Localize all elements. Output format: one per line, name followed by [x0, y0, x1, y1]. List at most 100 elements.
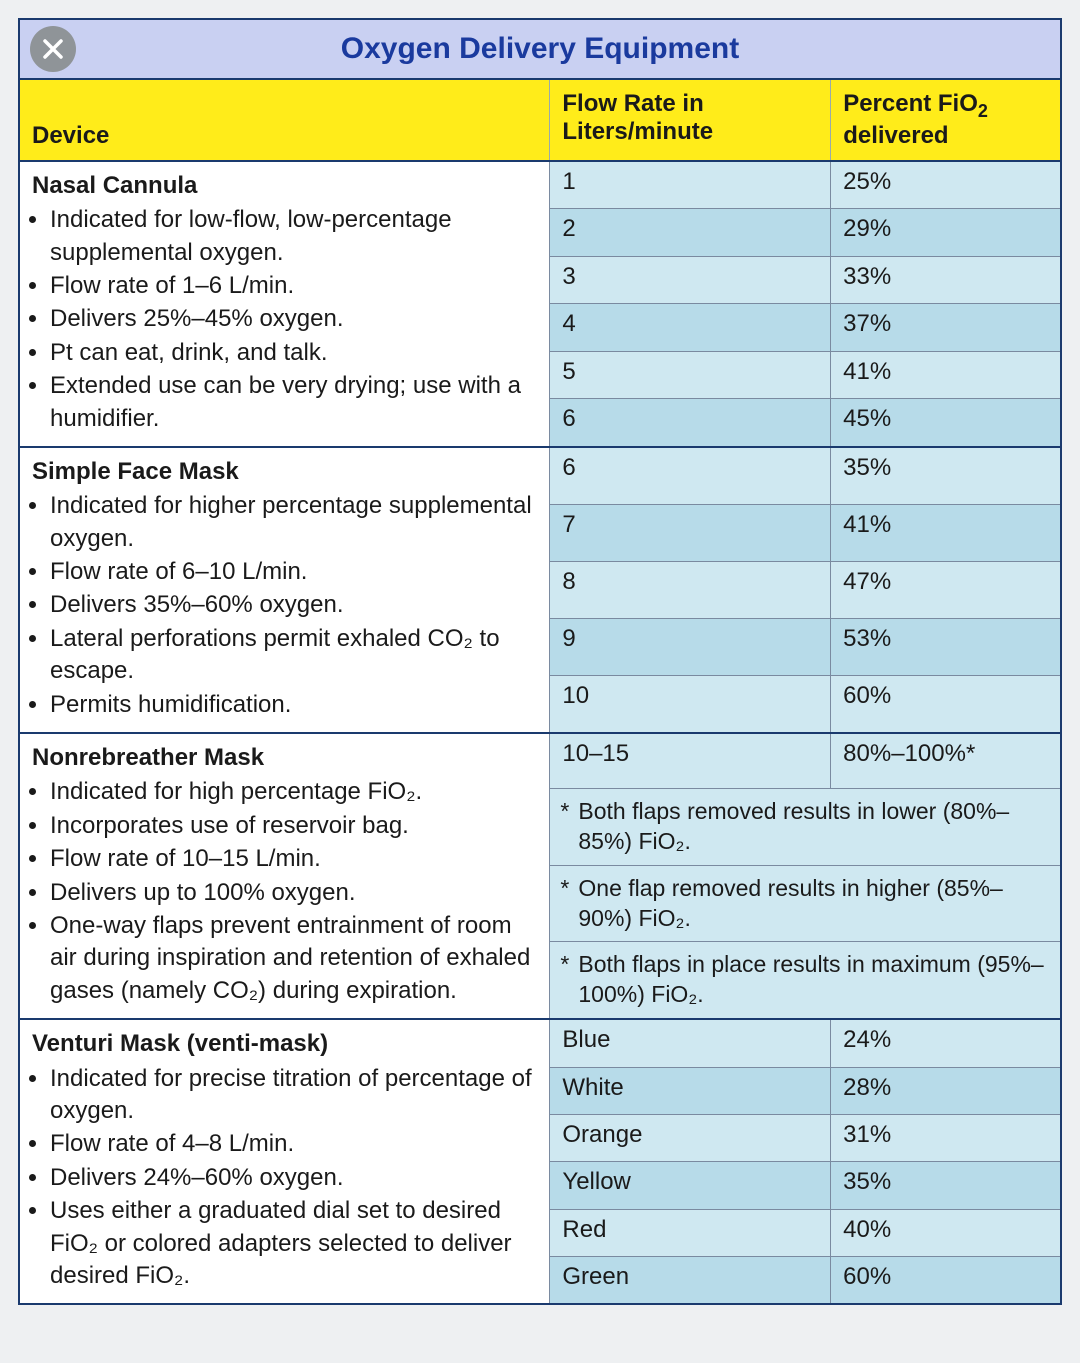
- flow-value: 9: [550, 619, 831, 675]
- flow-value: 8: [550, 562, 831, 618]
- footnote: Both flaps removed results in lower (80%…: [550, 789, 1060, 866]
- fio2-value: 41%: [831, 352, 1060, 399]
- fio2-value: 60%: [831, 676, 1060, 732]
- device-bullets: Indicated for high percentage FiO₂.Incor…: [32, 776, 537, 1007]
- device-bullet: Uses either a graduated dial set to desi…: [50, 1195, 537, 1292]
- table-row: 635%: [550, 448, 1060, 505]
- page-title: Oxygen Delivery Equipment: [341, 32, 739, 65]
- device-section: Nasal CannulaIndicated for low-flow, low…: [20, 162, 1060, 448]
- table-row: 125%: [550, 162, 1060, 210]
- footnote: Both flaps in place results in maximum (…: [550, 942, 1060, 1018]
- table-row: Red40%: [550, 1210, 1060, 1257]
- table-row: Blue24%: [550, 1020, 1060, 1067]
- table-row: Yellow35%: [550, 1162, 1060, 1209]
- device-section: Nonrebreather MaskIndicated for high per…: [20, 734, 1060, 1020]
- fio2-value: 53%: [831, 619, 1060, 675]
- flow-value: 10–15: [550, 734, 831, 788]
- device-description: Nonrebreather MaskIndicated for high per…: [20, 734, 550, 1018]
- device-description: Venturi Mask (venti-mask)Indicated for p…: [20, 1020, 550, 1303]
- fio2-value: 28%: [831, 1068, 1060, 1114]
- device-bullet: Delivers 24%–60% oxygen.: [50, 1162, 537, 1194]
- data-column: Blue24%White28%Orange31%Yellow35%Red40%G…: [550, 1020, 1060, 1303]
- device-section: Venturi Mask (venti-mask)Indicated for p…: [20, 1020, 1060, 1303]
- flow-value: 6: [550, 448, 831, 504]
- device-bullet: Flow rate of 1–6 L/min.: [50, 270, 537, 302]
- fio2-value: 25%: [831, 162, 1060, 209]
- close-icon[interactable]: [30, 26, 76, 72]
- table-row: Orange31%: [550, 1115, 1060, 1162]
- device-bullet: Indicated for higher percentage suppleme…: [50, 490, 537, 555]
- flow-value: 6: [550, 399, 831, 446]
- data-column: 635%741%847%953%1060%: [550, 448, 1060, 732]
- device-bullets: Indicated for low-flow, low-percentage s…: [32, 204, 537, 435]
- header-device: Device: [20, 80, 550, 160]
- device-bullets: Indicated for higher percentage suppleme…: [32, 490, 537, 721]
- flow-value: Blue: [550, 1020, 831, 1066]
- device-bullet: Flow rate of 10–15 L/min.: [50, 843, 537, 875]
- flow-value: White: [550, 1068, 831, 1114]
- flow-value: 4: [550, 304, 831, 351]
- fio2-value: 40%: [831, 1210, 1060, 1256]
- flow-value: 10: [550, 676, 831, 732]
- table-row: 953%: [550, 619, 1060, 676]
- header-fio2: Percent FiO2 delivered: [831, 80, 1060, 160]
- flow-value: 3: [550, 257, 831, 304]
- fio2-value: 35%: [831, 1162, 1060, 1208]
- device-section: Simple Face MaskIndicated for higher per…: [20, 448, 1060, 734]
- flow-value: 5: [550, 352, 831, 399]
- device-bullet: Flow rate of 6–10 L/min.: [50, 556, 537, 588]
- fio2-value: 45%: [831, 399, 1060, 446]
- device-bullet: Permits humidification.: [50, 689, 537, 721]
- device-description: Nasal CannulaIndicated for low-flow, low…: [20, 162, 550, 446]
- fio2-value: 47%: [831, 562, 1060, 618]
- table-row: 645%: [550, 399, 1060, 446]
- device-bullet: Indicated for high percentage FiO₂.: [50, 776, 537, 808]
- header-flow: Flow Rate in Liters/minute: [550, 80, 831, 160]
- device-bullet: Delivers 25%–45% oxygen.: [50, 303, 537, 335]
- fio2-value: 24%: [831, 1020, 1060, 1066]
- fio2-value: 31%: [831, 1115, 1060, 1161]
- device-bullet: Flow rate of 4–8 L/min.: [50, 1128, 537, 1160]
- device-bullet: Delivers up to 100% oxygen.: [50, 877, 537, 909]
- table-row: 741%: [550, 505, 1060, 562]
- table-row: 1060%: [550, 676, 1060, 732]
- fio2-value: 41%: [831, 505, 1060, 561]
- fio2-value: 60%: [831, 1257, 1060, 1303]
- flow-value: Orange: [550, 1115, 831, 1161]
- device-bullet: Delivers 35%–60% oxygen.: [50, 589, 537, 621]
- fio2-value: 35%: [831, 448, 1060, 504]
- device-name: Simple Face Mask: [32, 456, 537, 488]
- table-row: 333%: [550, 257, 1060, 305]
- device-description: Simple Face MaskIndicated for higher per…: [20, 448, 550, 732]
- flow-value: 1: [550, 162, 831, 209]
- device-bullet: Indicated for low-flow, low-percentage s…: [50, 204, 537, 269]
- flow-value: 2: [550, 209, 831, 256]
- device-bullet: Extended use can be very drying; use wit…: [50, 370, 537, 435]
- fio2-value: 80%–100%*: [831, 734, 1060, 788]
- data-column: 125%229%333%437%541%645%: [550, 162, 1060, 446]
- data-column: 10–1580%–100%*Both flaps removed results…: [550, 734, 1060, 1018]
- fio2-value: 37%: [831, 304, 1060, 351]
- table-row: 847%: [550, 562, 1060, 619]
- fio2-value: 29%: [831, 209, 1060, 256]
- device-bullet: Indicated for precise titration of perce…: [50, 1063, 537, 1128]
- device-name: Nonrebreather Mask: [32, 742, 537, 774]
- flow-value: Green: [550, 1257, 831, 1303]
- table-header-row: Device Flow Rate in Liters/minute Percen…: [20, 80, 1060, 162]
- flow-value: Yellow: [550, 1162, 831, 1208]
- device-bullet: Pt can eat, drink, and talk.: [50, 337, 537, 369]
- table-row: White28%: [550, 1068, 1060, 1115]
- device-bullet: Incorporates use of reservoir bag.: [50, 810, 537, 842]
- table-row: 229%: [550, 209, 1060, 257]
- table-row: 541%: [550, 352, 1060, 400]
- footnote: One flap removed results in higher (85%–…: [550, 866, 1060, 943]
- table-row: 10–1580%–100%*: [550, 734, 1060, 789]
- device-bullet: One-way flaps prevent entrainment of roo…: [50, 910, 537, 1007]
- device-bullets: Indicated for precise titration of perce…: [32, 1063, 537, 1293]
- device-name: Nasal Cannula: [32, 170, 537, 202]
- fio2-value: 33%: [831, 257, 1060, 304]
- title-bar: Oxygen Delivery Equipment: [20, 20, 1060, 80]
- table-row: 437%: [550, 304, 1060, 352]
- table-row: Green60%: [550, 1257, 1060, 1303]
- oxygen-equipment-table: Oxygen Delivery Equipment Device Flow Ra…: [18, 18, 1062, 1305]
